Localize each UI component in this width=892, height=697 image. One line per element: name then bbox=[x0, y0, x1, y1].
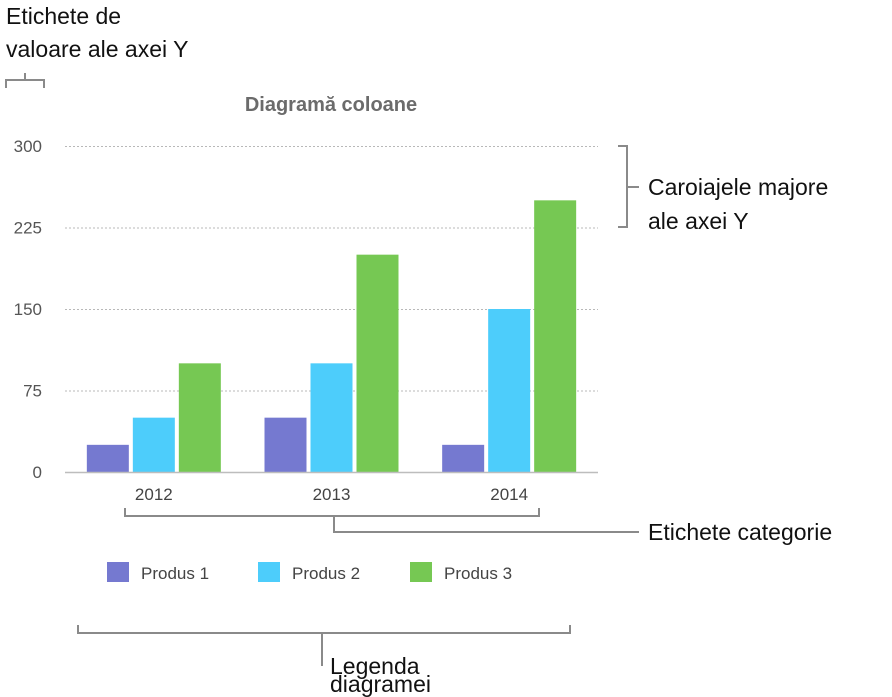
category-label: 2013 bbox=[313, 485, 351, 504]
y-gridlines-callout-line1: Caroiajele majore bbox=[648, 174, 828, 200]
legend-entry: Produs 3 bbox=[444, 564, 512, 583]
bar-2014-produs-3 bbox=[534, 200, 577, 473]
y-tick-label: 225 bbox=[14, 219, 42, 238]
category-labels-callout: Etichete categorie bbox=[648, 519, 832, 545]
bar-2012-produs-1 bbox=[86, 444, 129, 472]
y-value-labels-bracket bbox=[5, 73, 45, 88]
legend-callout-line2: diagramei bbox=[330, 671, 431, 697]
bar-2014-produs-2 bbox=[488, 309, 531, 472]
bars bbox=[86, 200, 577, 473]
y-value-labels-callout-line2: valoare ale axei Y bbox=[6, 36, 188, 62]
legend-swatch bbox=[107, 562, 129, 582]
chart-legend: Produs 1 Produs 2 Produs 3 bbox=[107, 562, 512, 583]
category-labels: 2012 2013 2014 bbox=[135, 485, 528, 504]
bar-2013-produs-2 bbox=[310, 363, 353, 472]
y-tick-label: 0 bbox=[33, 463, 42, 482]
chart-title: Diagramă coloane bbox=[245, 94, 417, 116]
bar-2013-produs-3 bbox=[356, 254, 399, 472]
category-labels-bracket bbox=[124, 508, 639, 533]
legend-bracket bbox=[77, 625, 571, 666]
category-label: 2012 bbox=[135, 485, 173, 504]
bar-2013-produs-1 bbox=[264, 417, 307, 472]
legend-swatch bbox=[410, 562, 432, 582]
bar-2012-produs-2 bbox=[132, 417, 175, 472]
y-gridlines-bracket bbox=[618, 145, 639, 228]
bar-2014-produs-1 bbox=[442, 444, 485, 472]
bar-2012-produs-3 bbox=[178, 363, 221, 472]
y-value-labels-callout-line1: Etichete de bbox=[6, 3, 121, 29]
y-tick-label: 75 bbox=[23, 382, 42, 401]
y-tick-label: 300 bbox=[14, 137, 42, 156]
legend-entry: Produs 1 bbox=[141, 564, 209, 583]
y-axis-tick-labels: 0 75 150 225 300 bbox=[14, 137, 42, 482]
legend-entry: Produs 2 bbox=[292, 564, 360, 583]
y-gridlines-callout-line2: ale axei Y bbox=[648, 208, 749, 234]
legend-callout-line1: Legenda bbox=[330, 653, 420, 679]
category-label: 2014 bbox=[490, 485, 528, 504]
legend-swatch bbox=[258, 562, 280, 582]
y-tick-label: 150 bbox=[14, 300, 42, 319]
